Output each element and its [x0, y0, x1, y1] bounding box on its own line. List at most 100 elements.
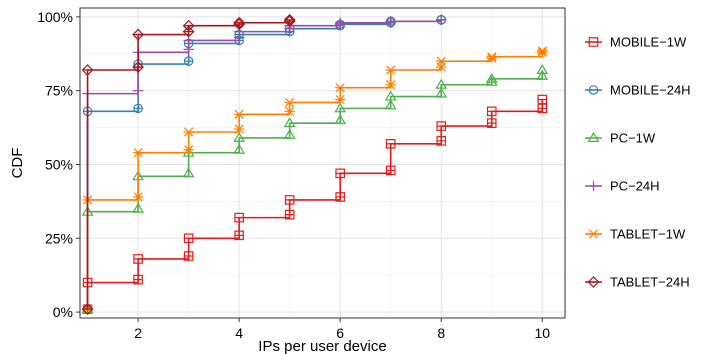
- x-tick-label: 6: [336, 325, 344, 341]
- data-point: [436, 121, 447, 131]
- data-point: [486, 106, 497, 117]
- data-point: [183, 251, 194, 261]
- data-point: [536, 69, 549, 80]
- legend-key-marker: [588, 37, 599, 47]
- data-point: [283, 117, 296, 128]
- data-point: [385, 139, 396, 149]
- legend-key-marker: [588, 180, 599, 192]
- grid: [80, 8, 565, 318]
- data-point: [233, 109, 245, 119]
- data-point: [537, 47, 548, 57]
- legend-item: MOBILE−1W: [585, 35, 687, 50]
- data-point: [284, 195, 295, 205]
- data-point: [81, 64, 94, 76]
- series-line: [86, 19, 291, 310]
- legend-item: PC−1W: [585, 131, 656, 146]
- legend-label: TABLET−24H: [610, 275, 690, 290]
- data-point: [133, 274, 143, 285]
- data-point: [183, 56, 194, 66]
- legend: MOBILE−1W MOBILE−24H PC−1W PC−24H TABLET−1W T…: [585, 35, 691, 290]
- legend-item: PC−24H: [585, 179, 660, 194]
- data-point: [486, 53, 497, 63]
- data-point: [183, 233, 194, 244]
- data-point: [132, 61, 144, 73]
- data-point: [233, 124, 245, 134]
- data-point: [334, 114, 347, 125]
- series-4: [82, 14, 447, 315]
- legend-item: TABLET−1W: [585, 227, 686, 242]
- data-point: [182, 167, 195, 178]
- series-line: [86, 50, 544, 310]
- legend-key-marker: [588, 229, 599, 239]
- data-point: [233, 143, 246, 154]
- legend-label: PC−1W: [610, 131, 656, 146]
- data-point: [436, 56, 447, 66]
- data-point: [537, 46, 548, 56]
- data-point: [132, 85, 144, 96]
- legend-key-marker: [587, 131, 600, 142]
- data-point: [485, 75, 498, 86]
- data-point: [435, 87, 448, 98]
- data-point: [132, 192, 144, 202]
- y-axis-title: CDF: [9, 148, 26, 179]
- data-point: [183, 44, 194, 55]
- y-tick-label: 0%: [53, 304, 73, 320]
- y-tick-label: 75%: [45, 83, 73, 99]
- legend-label: TABLET−1W: [610, 227, 686, 242]
- legend-key-marker: [587, 276, 600, 288]
- data-point: [182, 25, 195, 38]
- y-tick-label: 100%: [37, 9, 73, 25]
- series-3: [81, 63, 549, 314]
- data-point: [234, 212, 244, 223]
- data-point: [335, 192, 345, 202]
- data-point: [385, 16, 396, 27]
- data-point: [536, 63, 549, 74]
- series-5: [82, 46, 548, 314]
- axis-ticks: 2 4 6 8 100%25%50%75%100%: [37, 9, 550, 341]
- data-point: [183, 127, 194, 137]
- plot-panel-border: [79, 7, 566, 319]
- data-point: [133, 103, 143, 114]
- data-point: [133, 254, 143, 264]
- legend-item: TABLET−24H: [585, 275, 690, 290]
- legend-label: MOBILE−24H: [610, 83, 691, 98]
- data-point: [334, 102, 347, 113]
- legend-key-marker: [588, 85, 599, 95]
- series-line: [86, 99, 544, 310]
- data-point: [334, 94, 346, 105]
- data-point: [334, 17, 346, 28]
- data-point: [233, 16, 246, 29]
- data-point: [284, 209, 295, 220]
- x-tick-label: 8: [437, 325, 445, 341]
- data-point: [486, 52, 497, 62]
- data-point: [486, 118, 497, 128]
- data-point: [485, 72, 498, 83]
- legend-label: MOBILE−1W: [610, 35, 687, 50]
- data-point: [384, 90, 397, 101]
- data-point: [132, 202, 144, 213]
- legend-label: PC−24H: [610, 179, 660, 194]
- data-point: [335, 168, 345, 179]
- data-point: [385, 80, 396, 90]
- legend-item: MOBILE−24H: [585, 83, 691, 98]
- data-point: [284, 97, 295, 108]
- data-point: [537, 94, 548, 105]
- series-6: [81, 13, 296, 316]
- y-tick-label: 25%: [45, 230, 73, 246]
- data-point: [183, 145, 194, 155]
- data-point: [436, 136, 447, 146]
- data-point: [334, 83, 346, 93]
- data-point: [182, 19, 195, 32]
- series-line: [86, 70, 544, 310]
- data-point: [385, 165, 396, 176]
- data-point: [132, 148, 144, 158]
- data-point: [283, 128, 296, 139]
- x-axis-title: IPs per user device: [258, 338, 386, 354]
- data-point: [284, 106, 295, 116]
- series-1: [82, 94, 548, 314]
- y-tick-label: 50%: [45, 156, 73, 172]
- data-point: [233, 131, 246, 142]
- data-point: [384, 99, 397, 110]
- data-point: [436, 14, 447, 26]
